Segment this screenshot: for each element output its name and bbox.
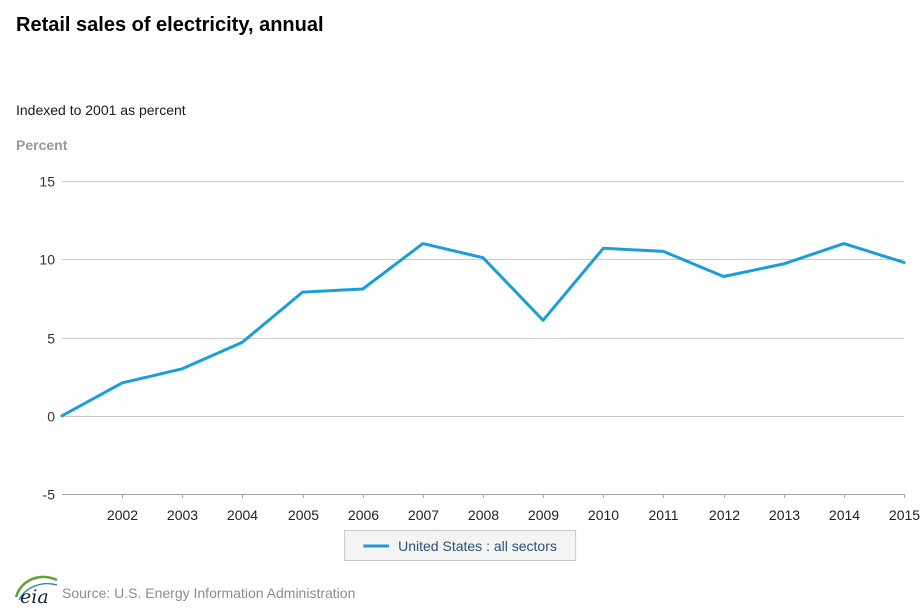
x-tick-label: 2006 — [348, 507, 379, 523]
x-tick-label: 2007 — [408, 507, 439, 523]
legend-line-swatch — [363, 544, 390, 547]
x-tick-label: 2010 — [588, 507, 619, 523]
x-tick-label: 2015 — [889, 507, 920, 523]
x-tick-label: 2012 — [709, 507, 740, 523]
x-tick-label: 2004 — [227, 507, 258, 523]
y-tick-label: 0 — [47, 409, 55, 425]
legend-label: United States : all sectors — [398, 537, 557, 554]
x-tick-label: 2002 — [107, 507, 138, 523]
chart-subtitle: Indexed to 2001 as percent — [16, 102, 186, 118]
page-title: Retail sales of electricity, annual — [16, 14, 324, 36]
x-tick-label: 2013 — [769, 507, 800, 523]
x-tick-label: 2011 — [648, 507, 678, 523]
y-tick-label: 15 — [39, 174, 55, 190]
source-attribution: Source: U.S. Energy Information Administ… — [62, 585, 356, 601]
x-tick-label: 2005 — [288, 507, 319, 523]
x-tick-label: 2009 — [528, 507, 559, 523]
y-tick-label: 10 — [39, 252, 55, 268]
y-axis-title: Percent — [16, 137, 68, 153]
logo-green-swoosh — [14, 575, 58, 598]
logo-blue-swoosh — [18, 583, 58, 601]
x-tick-label: 2014 — [829, 507, 860, 523]
x-tick-label: 2003 — [167, 507, 198, 523]
legend: United States : all sectors — [344, 530, 576, 561]
series-line — [60, 242, 906, 418]
eia-logo[interactable]: eia — [13, 572, 59, 606]
y-tick-label: 5 — [47, 331, 55, 347]
legend-item-united-states[interactable]: United States : all sectors — [363, 538, 557, 554]
x-tick-label: 2008 — [468, 507, 499, 523]
logo-text: eia — [20, 586, 49, 606]
y-tick-label: -5 — [43, 487, 56, 503]
